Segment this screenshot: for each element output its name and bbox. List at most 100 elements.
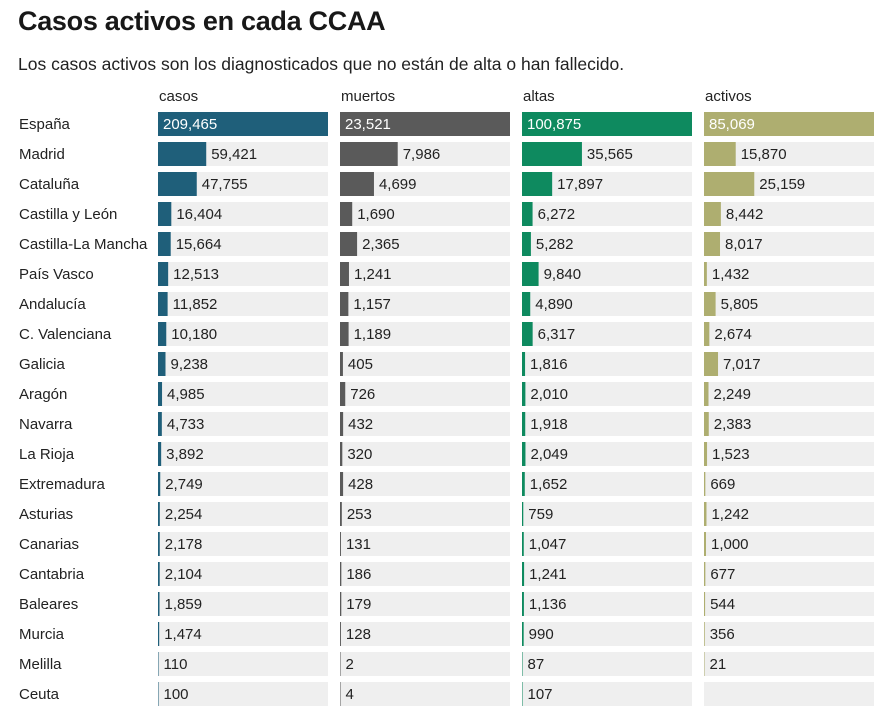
bar-muertos	[340, 142, 398, 166]
bar-casos	[158, 382, 163, 406]
data-label-altas: 1,136	[529, 596, 567, 613]
data-label-altas: 759	[528, 506, 553, 523]
bar-track	[522, 562, 692, 586]
data-label-altas: 6,317	[538, 326, 576, 343]
bar-muertos	[340, 532, 341, 556]
bar-muertos	[340, 412, 344, 436]
bar-altas	[522, 682, 523, 706]
row-label: Canarias	[19, 536, 79, 553]
bar-track	[340, 622, 510, 646]
bar-track	[158, 652, 328, 676]
data-label-altas: 5,282	[536, 236, 574, 253]
row-label: Galicia	[19, 356, 66, 373]
bar-casos	[158, 232, 171, 256]
bar-track	[340, 502, 510, 526]
column-header-altas: altas	[523, 88, 555, 105]
bar-muertos	[340, 352, 343, 376]
bar-track	[340, 322, 510, 346]
data-label-casos: 11,852	[173, 296, 218, 313]
bar-casos	[158, 112, 328, 136]
row-label: Murcia	[19, 626, 65, 643]
column-header-casos: casos	[159, 88, 198, 105]
bar-altas	[522, 592, 524, 616]
bar-track	[704, 322, 874, 346]
bar-track	[522, 682, 692, 706]
bar-altas	[522, 502, 524, 526]
data-label-muertos: 7,986	[403, 146, 441, 163]
data-label-casos: 10,180	[171, 326, 217, 343]
row-label: Cantabria	[19, 566, 85, 583]
bar-muertos	[340, 292, 349, 316]
bar-muertos	[340, 472, 344, 496]
bar-track	[704, 262, 874, 286]
bar-altas	[522, 262, 539, 286]
data-label-activos: 1,432	[712, 266, 750, 283]
row-label: Asturias	[19, 506, 73, 523]
bar-track	[522, 412, 692, 436]
data-label-activos: 2,383	[714, 416, 752, 433]
data-label-muertos: 1,157	[353, 296, 391, 313]
bar-track	[340, 652, 510, 676]
bar-track	[158, 382, 328, 406]
bar-track	[158, 262, 328, 286]
bar-track	[704, 622, 874, 646]
bar-altas	[522, 652, 523, 676]
bar-activos	[704, 412, 709, 436]
bar-altas	[522, 442, 526, 466]
data-label-activos: 5,805	[721, 296, 759, 313]
bar-track	[158, 232, 328, 256]
data-label-casos: 110	[164, 656, 188, 673]
row-label: La Rioja	[19, 446, 75, 463]
data-label-activos: 356	[710, 626, 735, 643]
row-label: País Vasco	[19, 266, 94, 283]
bar-casos	[158, 202, 172, 226]
bar-track	[340, 292, 510, 316]
bar-casos	[158, 442, 162, 466]
chart-title: Casos activos en cada CCAA	[18, 6, 386, 36]
bar-casos	[158, 322, 167, 346]
data-label-muertos: 726	[350, 386, 375, 403]
data-label-casos: 47,755	[202, 176, 248, 193]
bar-activos	[704, 142, 736, 166]
bar-track	[158, 322, 328, 346]
column-header-activos: activos	[705, 88, 752, 105]
bar-track	[704, 442, 874, 466]
data-label-casos: 1,474	[164, 626, 202, 643]
data-label-activos: 669	[710, 476, 735, 493]
data-label-altas: 1,241	[529, 566, 567, 583]
data-label-activos: 85,069	[709, 116, 755, 133]
data-label-activos: 8,442	[726, 206, 764, 223]
data-label-activos: 7,017	[723, 356, 761, 373]
data-label-casos: 3,892	[166, 446, 204, 463]
bar-activos	[704, 202, 721, 226]
bar-track	[340, 382, 510, 406]
bar-track	[158, 592, 328, 616]
bar-track	[158, 442, 328, 466]
bar-activos	[704, 322, 710, 346]
bar-track	[704, 682, 874, 706]
data-label-altas: 1,918	[530, 416, 568, 433]
bar-track	[522, 292, 692, 316]
bar-casos	[158, 532, 160, 556]
data-label-altas: 2,010	[530, 386, 568, 403]
data-label-muertos: 4	[346, 686, 354, 703]
bar-track	[704, 502, 874, 526]
bar-casos	[158, 502, 160, 526]
bar-activos	[704, 292, 716, 316]
data-label-altas: 1,047	[529, 536, 567, 553]
data-label-activos: 1,242	[711, 506, 749, 523]
bar-casos	[158, 682, 159, 706]
data-label-muertos: 2	[346, 656, 354, 673]
bar-track	[158, 472, 328, 496]
bar-track	[704, 592, 874, 616]
row-label: Cataluña	[19, 176, 80, 193]
data-label-muertos: 1,241	[354, 266, 392, 283]
data-label-altas: 100,875	[527, 116, 581, 133]
data-label-activos: 2,674	[714, 326, 752, 343]
data-label-casos: 16,404	[176, 206, 222, 223]
data-label-casos: 2,104	[165, 566, 203, 583]
bar-casos	[158, 622, 160, 646]
data-label-altas: 17,897	[557, 176, 603, 193]
bar-altas	[522, 622, 524, 646]
